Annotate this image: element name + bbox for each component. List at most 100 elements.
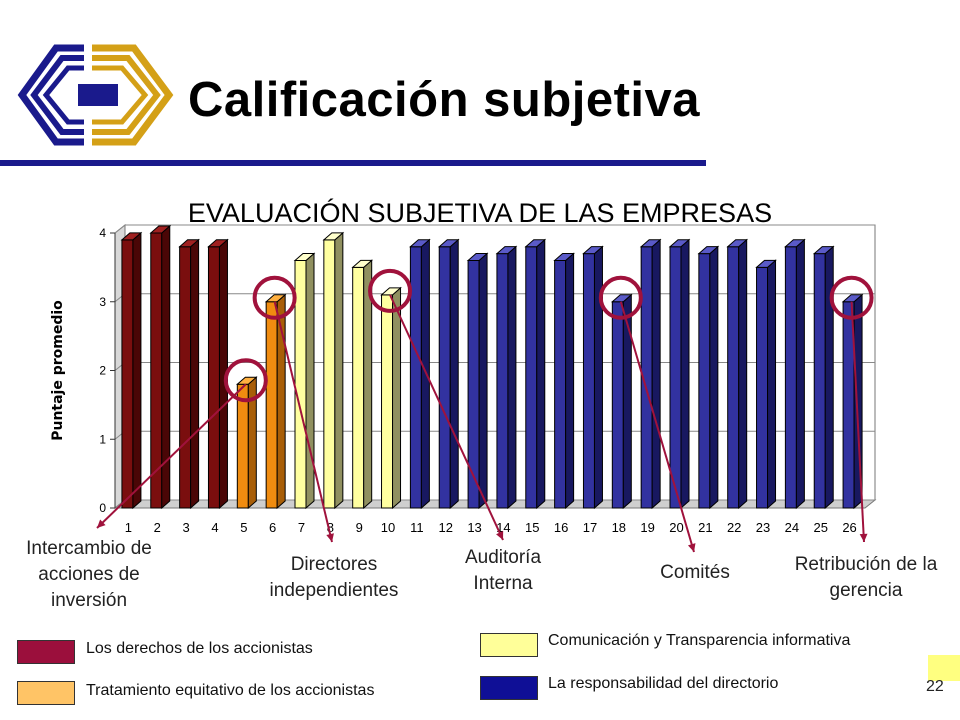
page-number: 22	[926, 678, 944, 695]
x-tick-label: 4	[211, 520, 218, 535]
highlight-circle-bar-18	[598, 275, 643, 320]
bar-top	[207, 239, 229, 248]
bar-side	[709, 245, 719, 510]
bar-top	[437, 239, 460, 248]
bar-top	[755, 259, 777, 268]
bar-side	[536, 238, 546, 510]
arrowhead-comites	[687, 543, 696, 552]
bar-side	[305, 252, 315, 510]
bar-top	[409, 239, 431, 248]
bar-front	[352, 266, 365, 509]
bar-top	[582, 246, 604, 255]
callout-directores: Directores independientes	[269, 554, 399, 601]
bar-top	[668, 239, 691, 248]
bar-front	[409, 246, 422, 509]
bar-top	[495, 246, 518, 255]
highlight-circle-bar-10	[368, 268, 413, 313]
x-tick-label: 14	[496, 520, 510, 535]
bar-14	[495, 245, 518, 510]
bar-side	[190, 238, 200, 510]
bar-front	[813, 253, 826, 509]
callout-arrow-directores	[273, 301, 333, 543]
bar-front	[756, 266, 769, 509]
title-underline	[0, 160, 706, 166]
x-tick-label: 2	[154, 520, 161, 535]
bar-top	[380, 287, 402, 296]
bar-top	[812, 246, 835, 255]
bar-front	[554, 260, 567, 509]
x-tick-label: 16	[554, 520, 568, 535]
x-tick-label: 12	[438, 520, 452, 535]
bar-top	[351, 259, 374, 268]
bar-front	[698, 253, 711, 509]
bar-17	[582, 245, 604, 510]
x-tick-label: 9	[356, 520, 363, 535]
arrowhead-retribucion	[859, 533, 868, 542]
bar-side	[593, 245, 603, 510]
bar-6	[264, 293, 287, 510]
x-tick-label: 26	[842, 520, 856, 535]
bar-front	[784, 246, 797, 509]
legend-label-directorio: La responsabilidad del directorio	[548, 675, 779, 692]
x-tick-label: 7	[298, 520, 305, 535]
legend-swatch-tratamiento	[17, 681, 75, 705]
bar-front	[611, 301, 624, 509]
x-tick-label: 17	[583, 520, 597, 535]
y-tick-label: 1	[99, 432, 106, 446]
bar-top	[149, 225, 172, 234]
x-tick-label: 6	[269, 520, 276, 535]
bar-front	[236, 383, 249, 509]
bar-3	[178, 238, 200, 510]
callout-auditoria: Auditoría Interna	[464, 547, 542, 594]
bar-top	[639, 239, 662, 248]
bar-front	[381, 294, 394, 509]
bar-front	[207, 246, 220, 509]
y-tick-label: 4	[99, 226, 106, 240]
bar-front	[525, 246, 538, 509]
bar-24	[784, 238, 806, 510]
callout-arrow-comites	[619, 301, 695, 553]
legend-swatch-comunicacion	[480, 633, 538, 657]
bar-side	[478, 252, 488, 510]
bar-front	[496, 253, 509, 509]
bar-top	[726, 239, 749, 248]
bar-22	[726, 238, 749, 510]
bar-25	[812, 245, 835, 510]
bar-side	[651, 238, 661, 510]
bar-side	[767, 259, 777, 510]
bar-front	[121, 239, 134, 509]
bar-7	[293, 252, 316, 510]
bar-top	[784, 239, 806, 248]
callout-comites: Comités	[660, 562, 730, 583]
bar-top	[697, 246, 720, 255]
bar-front	[265, 301, 278, 509]
bar-1	[120, 231, 143, 510]
legend-label-comunicacion: Comunicación y Transparencia informativa	[548, 632, 851, 649]
bar-front	[323, 239, 336, 509]
x-tick-label: 25	[813, 520, 827, 535]
bar-top	[466, 253, 489, 261]
bar-side	[680, 238, 690, 510]
bar-12	[437, 238, 460, 510]
bar-23	[755, 259, 777, 510]
x-tick-label: 23	[756, 520, 770, 535]
y-tick-label: 3	[99, 295, 106, 309]
x-tick-label: 8	[327, 520, 334, 535]
bar-side	[449, 238, 459, 510]
bar-side	[392, 286, 402, 510]
callout-retribucion: Retribución de la gerencia	[794, 554, 938, 601]
arrowhead-directores	[326, 533, 334, 542]
x-tick-label: 15	[525, 520, 539, 535]
x-tick-label: 11	[410, 520, 424, 535]
bar-8	[322, 231, 345, 510]
x-tick-label: 18	[612, 520, 626, 535]
bar-top	[293, 253, 316, 261]
arrowhead-intercambio	[97, 519, 106, 528]
legend-swatch-directorio	[480, 676, 538, 700]
bar-top	[178, 239, 200, 248]
bar-side	[795, 238, 805, 510]
x-tick-label: 19	[640, 520, 654, 535]
arrowhead-auditoria	[496, 531, 504, 540]
bar-side	[334, 231, 344, 510]
